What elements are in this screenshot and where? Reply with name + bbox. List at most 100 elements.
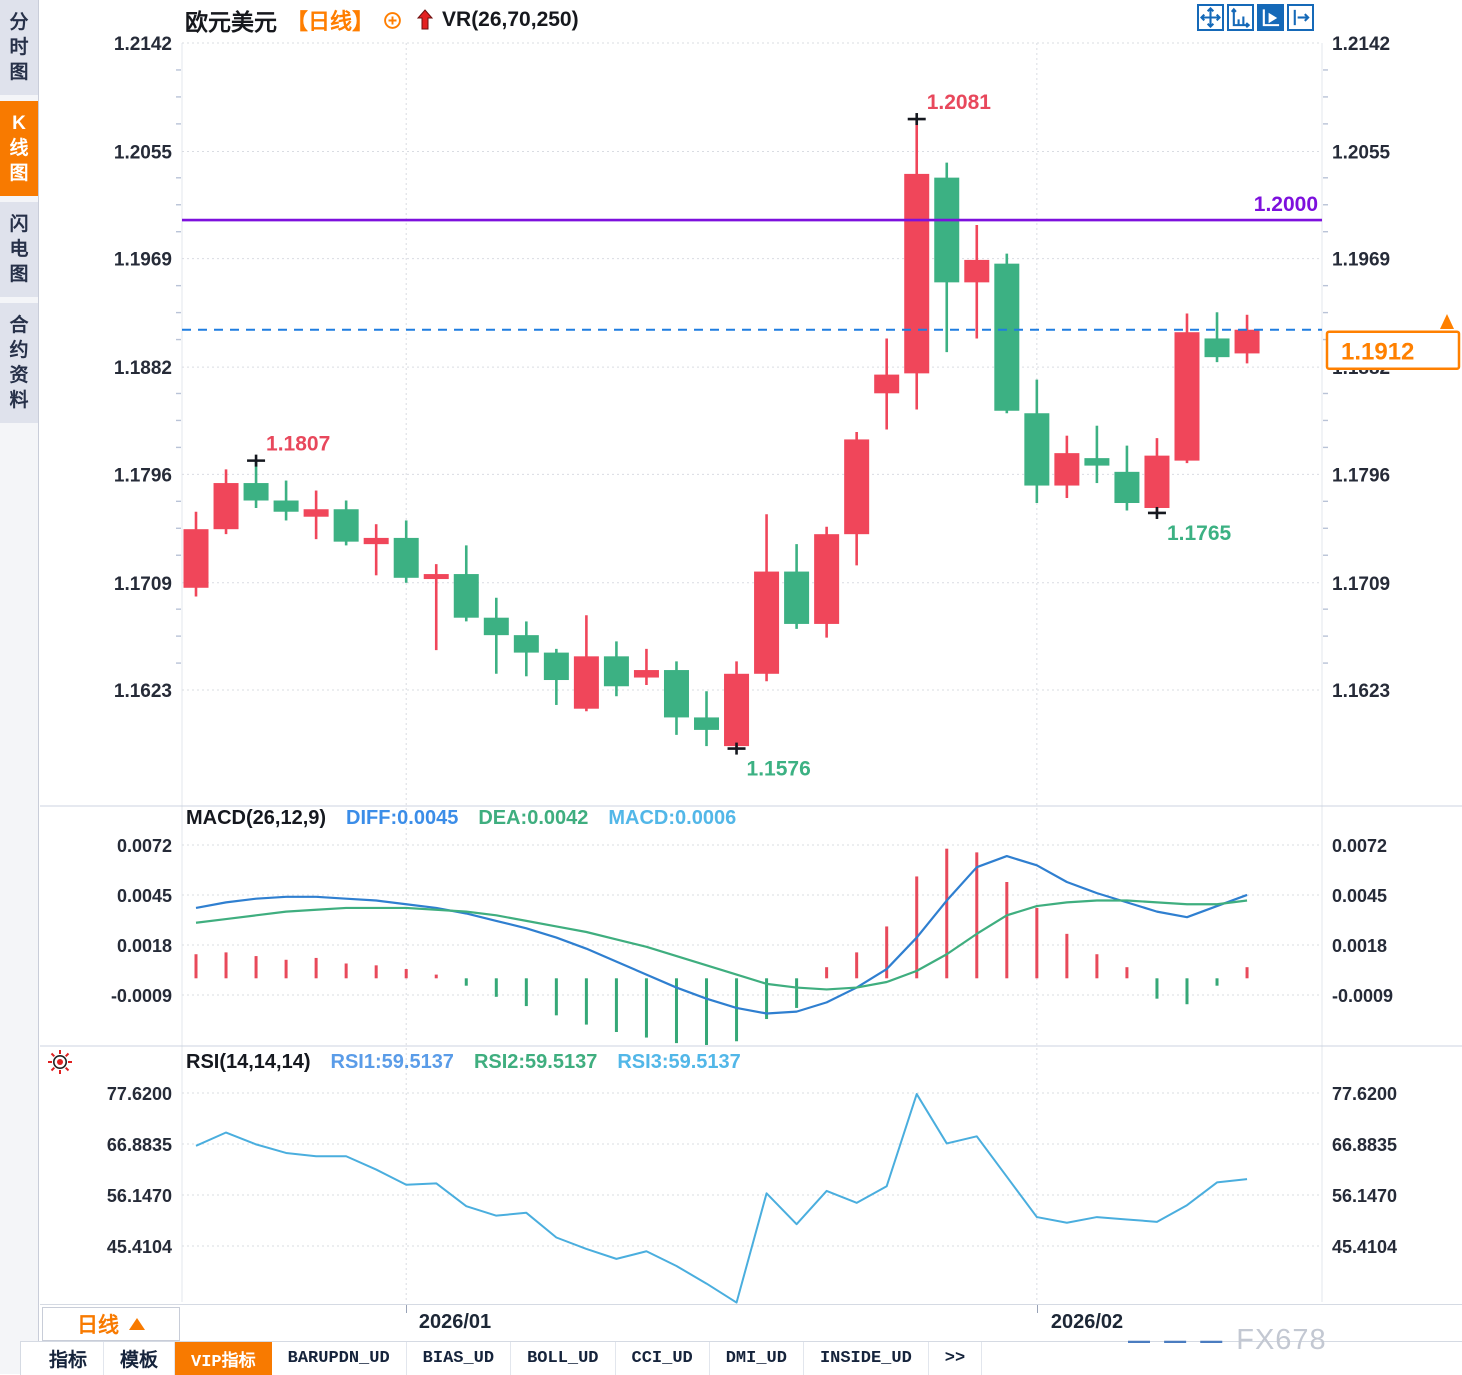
macd-hist-bar xyxy=(614,978,618,1033)
sidebar-tab-label: 闪电图 xyxy=(9,214,29,285)
sidebar-tab-label: K线图 xyxy=(9,113,29,184)
price-annotation: 1.2081 xyxy=(927,91,992,114)
candle-body xyxy=(333,509,359,542)
pan-icon[interactable] xyxy=(1197,4,1224,31)
pop-out-icon[interactable] xyxy=(1287,4,1314,31)
macd-hist-bar xyxy=(915,876,919,979)
period-selector-label: 日线 xyxy=(77,1314,119,1337)
macd-hist-bar xyxy=(945,848,949,979)
macd-hist-bar xyxy=(644,978,648,1038)
tab-templates[interactable]: 模板 xyxy=(104,1342,176,1375)
candle-body xyxy=(964,259,990,283)
rsi-line xyxy=(195,1093,1248,1304)
candle-body xyxy=(1054,453,1080,486)
x-axis-row: 日线 2026/01 2026/02 xyxy=(40,1304,1462,1342)
candle-body xyxy=(633,670,659,678)
macd-hist-bar xyxy=(795,978,799,1008)
tab-inside-ud[interactable]: INSIDE_UD xyxy=(804,1342,929,1375)
price-axis-label-left: 1.1882 xyxy=(114,358,172,379)
candle-body xyxy=(1234,329,1260,354)
price-axis-label-left: 1.1623 xyxy=(114,681,172,702)
price-axis-label-right: 1.2142 xyxy=(1332,34,1390,55)
macd-hist-bar xyxy=(705,978,709,1045)
candle-body xyxy=(1114,471,1140,504)
candle-body xyxy=(183,529,209,588)
tab-boll-ud[interactable]: BOLL_UD xyxy=(511,1342,616,1375)
macd-axis-label-left: -0.0009 xyxy=(111,986,172,1006)
macd-hist-bar xyxy=(855,952,859,979)
sidebar-tab-label: 分时图 xyxy=(9,12,29,83)
candle-body xyxy=(844,439,870,535)
price-axis-label-right: 1.1709 xyxy=(1332,574,1390,595)
candle-body xyxy=(934,177,960,283)
tab-label: BOLL_UD xyxy=(527,1349,599,1368)
tab-more[interactable]: >> xyxy=(929,1342,983,1375)
price-axis-label-left: 1.1969 xyxy=(114,250,172,271)
sidebar-tab-flash-chart[interactable]: 闪电图 xyxy=(0,202,38,297)
candle-body xyxy=(543,652,569,681)
rsi-axis-label-right: 45.4104 xyxy=(1332,1237,1397,1257)
rsi-title: RSI(14,14,14) xyxy=(186,1051,311,1073)
price-annotation: 1.1765 xyxy=(1167,522,1232,545)
tab-barupdn-ud[interactable]: BARUPDN_UD xyxy=(272,1342,407,1375)
up-arrow-icon xyxy=(417,9,434,31)
macd-hist-bar xyxy=(404,969,408,979)
tab-label: BIAS_UD xyxy=(422,1349,495,1368)
macd-axis-label-right: -0.0009 xyxy=(1332,986,1393,1006)
macd-hist-bar xyxy=(224,952,228,979)
tab-label: 指标 xyxy=(49,1350,88,1371)
macd-hist-bar xyxy=(1005,882,1009,979)
candle-body xyxy=(663,670,689,718)
macd-hist-bar xyxy=(434,974,438,979)
macd-axis-label-left: 0.0072 xyxy=(117,836,172,856)
candle-body xyxy=(603,656,629,687)
symbol-title: 欧元美元 xyxy=(185,9,277,35)
candle-body xyxy=(453,574,479,618)
tab-vip-indicators[interactable]: VIP指标 xyxy=(175,1342,272,1375)
axis-play-icon[interactable] xyxy=(1257,4,1284,31)
macd-hist-bar xyxy=(284,959,288,979)
macd-hist-bar xyxy=(314,957,318,979)
macd-hist-bar xyxy=(765,978,769,1020)
candle-body xyxy=(814,534,840,624)
price-annotation: 1.1807 xyxy=(266,433,330,456)
rsi-axis-label-left: 77.6200 xyxy=(107,1084,172,1104)
chart-toolbar xyxy=(1197,4,1314,31)
sidebar-tab-time-chart[interactable]: 分时图 xyxy=(0,0,38,95)
candle-body xyxy=(513,635,539,653)
watermark-dashes: — — — xyxy=(1128,1327,1227,1353)
period-selector[interactable]: 日线 xyxy=(42,1307,180,1341)
macd-hist-bar xyxy=(554,978,558,1016)
macd-hist-bar xyxy=(374,965,378,979)
rsi2-value: RSI2:59.5137 xyxy=(473,1051,598,1073)
macd-hist-bar xyxy=(464,978,468,986)
rsi-axis-label-right: 77.6200 xyxy=(1332,1084,1397,1104)
watermark: — — — FX678 xyxy=(1128,1324,1327,1357)
macd-axis-label-right: 0.0018 xyxy=(1332,936,1387,956)
macd-dea-line xyxy=(195,899,1248,991)
tab-dmi-ud[interactable]: DMI_UD xyxy=(710,1342,804,1375)
rsi-axis-label-left: 45.4104 xyxy=(107,1237,172,1257)
candle-body xyxy=(994,263,1020,411)
candle-body xyxy=(363,537,389,545)
last-price-tag xyxy=(1325,330,1461,370)
macd-hist-bar xyxy=(1095,954,1099,979)
tab-bias-ud[interactable]: BIAS_UD xyxy=(407,1342,512,1375)
axis-scale-icon[interactable] xyxy=(1227,4,1254,31)
candle-body xyxy=(483,617,509,636)
chart-canvas[interactable]: 1.2142 1.2142 1.2055 1.2055 1.1969 1.1969 1.18… xyxy=(0,0,1462,1304)
add-circle-icon[interactable] xyxy=(383,11,402,30)
tab-cci-ud[interactable]: CCI_UD xyxy=(616,1342,710,1375)
sidebar-tab-candle-chart[interactable]: K线图 xyxy=(0,101,38,196)
macd-title-row: MACD(26,12,9) DIFF:0.0045 DEA:0.0042 MAC… xyxy=(186,807,736,830)
price-annotation: 1.1576 xyxy=(747,758,811,781)
macd-axis-label-left: 0.0045 xyxy=(117,886,172,906)
period-tag: 【日线】 xyxy=(286,9,375,34)
x-axis-label-jan: 2026/01 xyxy=(418,1311,492,1333)
tab-label: CCI_UD xyxy=(631,1349,693,1368)
macd-hist-bar xyxy=(1215,978,1219,986)
tab-indicators[interactable]: 指标 xyxy=(33,1342,105,1375)
sidebar-tab-contract-info[interactable]: 合约资料 xyxy=(0,303,38,423)
chart-header: 欧元美元 【日线】 VR(26,70,250) xyxy=(185,5,579,35)
tab-label: INSIDE_UD xyxy=(819,1349,912,1368)
